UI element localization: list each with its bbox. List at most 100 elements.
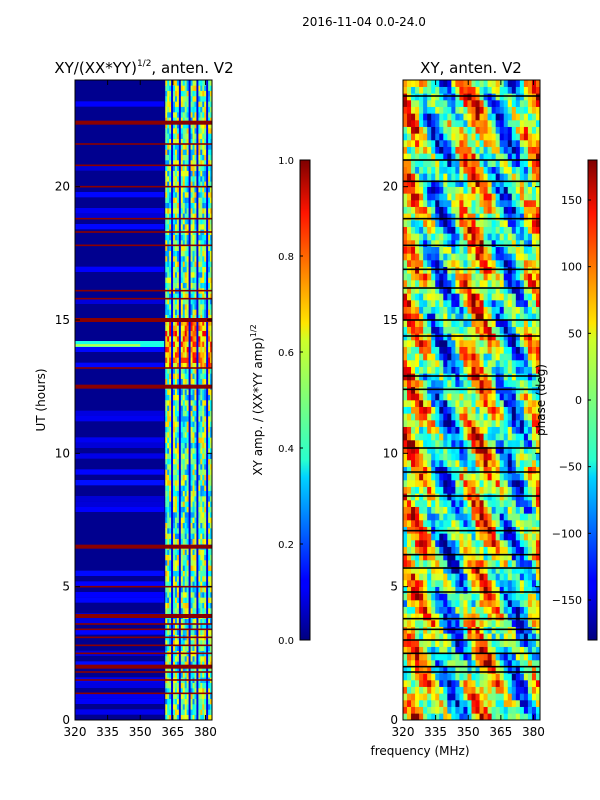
amplitude-cell <box>182 410 186 417</box>
amplitude-cell <box>171 704 174 710</box>
phase-cell <box>439 406 444 414</box>
amplitude-cell <box>184 464 187 470</box>
amplitude-cell <box>184 80 187 86</box>
phase-cell <box>407 660 412 667</box>
phase-cell <box>415 453 420 461</box>
amplitude-cell <box>184 218 187 225</box>
phase-cell <box>411 393 416 401</box>
amplitude-cell <box>178 501 182 507</box>
phase-cell <box>443 566 448 574</box>
phase-cell <box>463 573 468 581</box>
amplitude-cell <box>165 666 168 673</box>
amplitude-cell <box>75 693 165 699</box>
phase-cell <box>487 493 492 501</box>
amplitude-cell <box>192 80 195 86</box>
phase-cell <box>495 666 501 674</box>
phase-cell <box>431 440 436 447</box>
phase-cell <box>419 413 424 421</box>
amplitude-cell <box>198 645 201 651</box>
amplitude-cell <box>180 176 184 182</box>
amplitude-cell <box>192 704 195 710</box>
amplitude-cell <box>196 485 199 491</box>
amplitude-cell <box>186 325 189 331</box>
amplitude-cell <box>204 432 207 438</box>
phase-cell <box>411 633 416 641</box>
amplitude-cell <box>174 106 178 113</box>
amplitude-cell <box>208 122 211 129</box>
phase-cell <box>423 386 428 394</box>
phase-cell <box>419 680 424 687</box>
amplitude-cell <box>198 688 201 694</box>
amplitude-cell <box>182 421 186 427</box>
amplitude-cell <box>196 586 199 593</box>
amplitude-cell <box>169 389 172 395</box>
amplitude-cell <box>202 389 205 395</box>
amplitude-cell <box>176 96 180 102</box>
amplitude-cell <box>188 512 191 518</box>
amplitude-cell <box>182 506 186 513</box>
amplitude-cell <box>180 122 184 129</box>
amplitude-cell <box>165 266 168 273</box>
amplitude-cell <box>186 250 189 257</box>
amplitude-cell <box>186 549 189 555</box>
amplitude-cell <box>167 293 170 299</box>
phase-cell <box>435 606 440 614</box>
phase-cell <box>495 333 501 341</box>
amplitude-cell <box>165 549 168 555</box>
amplitude-cell <box>198 517 201 523</box>
amplitude-cell <box>167 314 170 321</box>
amplitude-cell <box>198 437 201 443</box>
phase-cell <box>479 346 484 354</box>
amplitude-cell <box>200 341 203 347</box>
amplitude-cell <box>210 565 212 571</box>
phase-cell <box>527 680 533 687</box>
amplitude-cell <box>202 480 205 486</box>
amplitude-cell <box>208 405 211 411</box>
phase-cell <box>511 680 517 687</box>
phase-cell <box>431 333 436 341</box>
amplitude-cell <box>169 90 172 97</box>
amplitude-cell <box>196 554 199 561</box>
phase-cell <box>491 486 496 494</box>
phase-cell <box>495 460 501 467</box>
phase-cell <box>503 613 509 621</box>
amplitude-cell <box>210 405 212 411</box>
amplitude-cell <box>75 629 165 635</box>
amplitude-cell <box>196 304 199 310</box>
amplitude-cell <box>196 240 199 246</box>
phase-cell <box>415 360 420 367</box>
amplitude-cell <box>188 101 191 107</box>
amplitude-cell <box>192 197 195 203</box>
amplitude-cell <box>208 688 211 694</box>
amplitude-cell <box>200 234 203 241</box>
phase-cell <box>443 593 448 601</box>
amplitude-cell <box>206 581 209 587</box>
phase-cell <box>463 706 468 714</box>
phase-cell <box>407 406 412 414</box>
phase-cell <box>471 573 476 581</box>
phase-cell <box>507 340 513 347</box>
amplitude-cell <box>188 432 191 438</box>
phase-cell <box>435 640 440 647</box>
amplitude-cell <box>204 218 207 225</box>
phase-cell <box>459 673 464 681</box>
amplitude-cell <box>208 565 211 571</box>
phase-cell <box>451 700 456 707</box>
amplitude-cell <box>171 304 174 310</box>
amplitude-cell <box>178 458 182 465</box>
amplitude-cell <box>188 245 191 251</box>
amplitude-cell <box>192 362 195 369</box>
amplitude-cell <box>208 341 211 347</box>
phase-cell <box>491 546 496 554</box>
amplitude-cell <box>180 496 184 502</box>
amplitude-cell <box>178 133 182 139</box>
phase-cell <box>519 426 525 434</box>
phase-cell <box>415 486 420 494</box>
phase-cell <box>407 446 412 454</box>
amplitude-cell <box>204 261 207 267</box>
amplitude-cell <box>171 80 174 86</box>
amplitude-cell <box>186 485 189 491</box>
amplitude-cell <box>190 245 193 251</box>
phase-cell <box>487 426 492 434</box>
amplitude-cell <box>198 160 201 166</box>
